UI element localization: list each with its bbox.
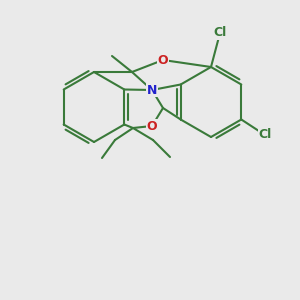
Text: N: N	[147, 83, 157, 97]
Text: O: O	[158, 53, 168, 67]
Text: Cl: Cl	[213, 26, 226, 40]
Text: Cl: Cl	[258, 128, 272, 142]
Text: O: O	[147, 119, 157, 133]
